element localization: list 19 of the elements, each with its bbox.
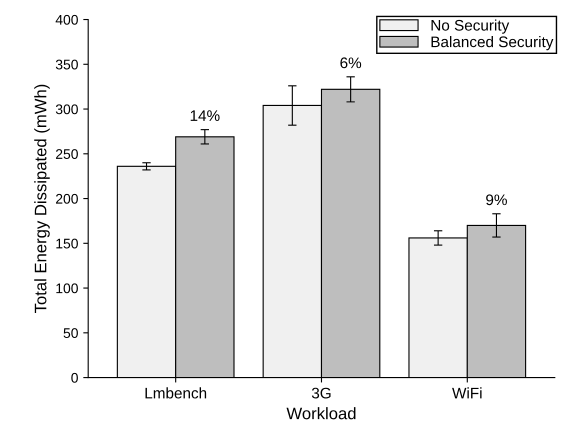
annotation: 9% bbox=[486, 194, 507, 206]
legend-label: Balanced Security bbox=[432, 36, 554, 50]
x-tick-label: WiFi bbox=[452, 387, 482, 398]
y-tick-label: 350 bbox=[56, 60, 78, 70]
y-tick-label: 200 bbox=[56, 194, 78, 204]
y-tick-label: 250 bbox=[56, 149, 78, 159]
y-tick-label: 50 bbox=[64, 328, 78, 338]
y-tick-label: 300 bbox=[56, 104, 78, 114]
y-tick-label: 0 bbox=[71, 372, 78, 383]
y-tick-label: 100 bbox=[56, 283, 78, 294]
annotation: 14% bbox=[190, 110, 220, 121]
x-tick-label: Lmbench bbox=[146, 387, 206, 399]
y-tick-label: 150 bbox=[56, 238, 78, 248]
annotation: 6% bbox=[340, 57, 362, 68]
x-axis-title: Workload bbox=[286, 407, 356, 420]
y-tick-label: 400 bbox=[56, 14, 78, 25]
y-axis-title: Total Energy Dissipated (mWh) bbox=[34, 84, 50, 314]
x-tick-label: 3G bbox=[312, 388, 331, 399]
legend-label: No Security bbox=[432, 19, 510, 34]
